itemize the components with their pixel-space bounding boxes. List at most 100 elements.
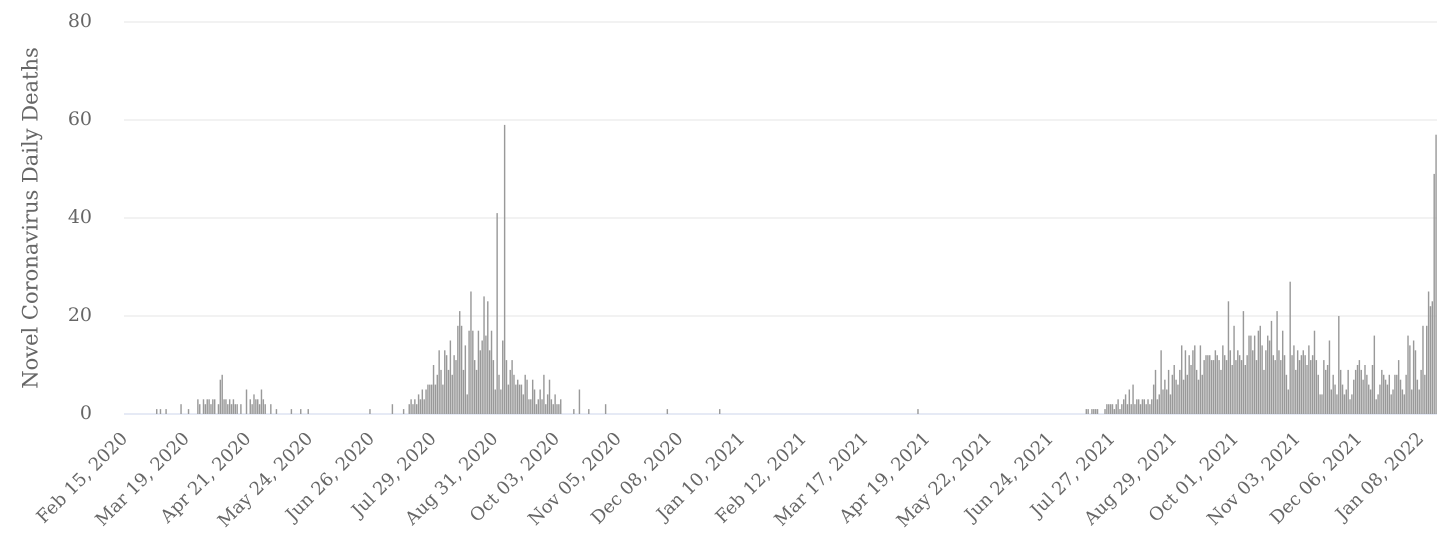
bar [528,399,530,414]
bar [440,369,442,414]
bar [1166,389,1168,414]
y-tick-label: 40 [68,206,92,228]
bar [1396,374,1398,414]
bar [225,399,227,414]
bar [1152,384,1155,414]
bar [1225,360,1228,414]
bar [1197,379,1200,414]
bar [496,213,498,414]
bar [1218,360,1220,414]
bar [451,374,453,414]
bar [556,404,558,414]
bar [1240,360,1243,414]
bar [1358,360,1361,414]
bar [1319,394,1321,414]
bar [1186,374,1189,414]
bar [1418,389,1420,414]
bar [249,399,251,414]
bar [1310,360,1312,414]
bar [1364,365,1366,414]
y-tick-label: 0 [80,402,92,424]
bar [1147,399,1149,414]
bar [507,384,510,414]
bar [472,330,474,414]
bar [275,409,278,414]
bar [1177,384,1179,414]
bar [558,404,560,414]
bar [511,360,513,414]
bar [1429,306,1432,414]
bar [1414,350,1417,414]
bar [1162,389,1164,414]
bar [270,404,272,414]
bar [1345,389,1347,414]
bar [1431,301,1434,414]
bar [1108,404,1110,414]
bar [539,389,541,414]
bar [1265,350,1267,414]
bar [180,404,182,414]
bar [1362,379,1364,414]
bar [552,404,554,414]
bar [1151,399,1153,414]
bar [1188,355,1190,414]
bar [1407,335,1409,414]
bar [535,404,538,414]
bar [1224,355,1226,414]
bar [1403,394,1405,414]
bar [1427,291,1430,414]
bar [500,389,502,414]
bar [546,394,549,414]
bar [1381,369,1383,414]
bar [1328,340,1331,414]
bar [1399,379,1402,414]
bar [221,374,223,414]
bar [1121,404,1123,414]
bar [1180,345,1183,414]
bar [251,404,253,414]
bar [369,409,371,414]
bar [438,350,440,414]
bar [1306,365,1308,414]
bar [253,394,255,414]
bar [457,325,459,414]
bar [1422,325,1424,414]
bar [1334,384,1336,414]
bar [1257,330,1260,414]
bar [1308,345,1310,414]
bar [1096,409,1099,414]
bar [1339,369,1342,414]
bar [1199,345,1202,414]
bar [417,394,420,414]
bar [1296,350,1299,414]
bar [1267,335,1269,414]
bar [462,369,465,414]
bar [1371,365,1374,414]
bar [1255,360,1258,414]
bar [1210,360,1213,414]
bar [414,399,416,414]
bar [1190,365,1192,414]
bar [1298,360,1301,414]
bar [541,399,543,414]
bar [260,389,263,414]
bar [1313,330,1316,414]
bar [1156,399,1159,414]
bar [1214,350,1217,414]
bar [1373,335,1376,414]
bar [391,404,394,414]
bar [1209,355,1211,414]
bar [1145,404,1147,414]
bar [432,365,435,414]
bar [1326,365,1329,414]
bar [290,409,293,414]
bar [1341,384,1344,414]
bar [455,360,457,414]
bar [436,374,438,414]
bar [466,394,468,414]
bar [481,340,483,414]
bar [1351,394,1353,414]
bar [917,409,919,414]
bar [300,409,302,414]
bar [245,389,248,414]
